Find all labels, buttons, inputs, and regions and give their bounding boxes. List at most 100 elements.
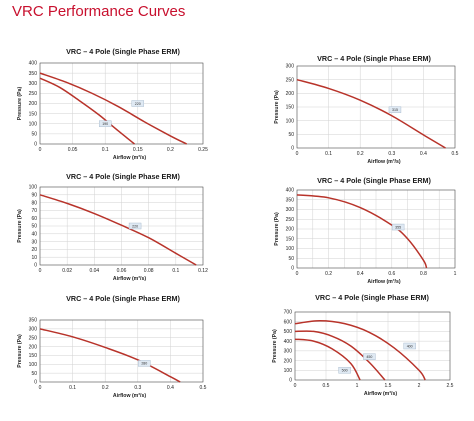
x-tick-label: 0.1 xyxy=(172,268,179,274)
x-axis-label: Airflow (m³/s) xyxy=(367,279,400,285)
y-tick-label: 80 xyxy=(31,200,37,206)
y-tick-label: 0 xyxy=(34,142,37,148)
y-tick-label: 50 xyxy=(31,224,37,230)
y-tick-label: 50 xyxy=(31,132,37,138)
x-tick-label: 0.1 xyxy=(102,147,109,153)
series-label-box xyxy=(363,353,376,360)
y-tick-label: 50 xyxy=(31,371,37,377)
series-line-400 xyxy=(294,319,426,381)
series-label-box xyxy=(98,120,112,127)
chart-panel-6: VRC – 4 Pole (Single Phase ERM) 0 100 200 30… xyxy=(272,293,454,397)
y-tick-label: 100 xyxy=(286,246,295,252)
x-tick-label: 0.5 xyxy=(452,151,459,157)
x-tick-label: 0.1 xyxy=(325,151,332,157)
y-tick-label: 10 xyxy=(31,255,37,261)
plot-frame xyxy=(296,65,456,149)
y-tick-label: 300 xyxy=(286,207,295,213)
chart-panel-3: VRC – 4 Pole (Single Phase ERM) 0 10 20 3040… xyxy=(17,172,208,282)
x-axis-label: Airflow (m³/s) xyxy=(113,276,146,282)
plot-frame xyxy=(39,186,204,266)
x-tick-label: 0.2 xyxy=(325,271,332,277)
x-tick-label: 2.5 xyxy=(447,383,454,389)
chart-panel-4: VRC – 4 Pole (Single Phase ERM) 0 50 100 150… xyxy=(274,176,457,285)
y-tick-label: 200 xyxy=(286,227,295,233)
series-label: 220 xyxy=(135,102,141,106)
y-tick-label: 20 xyxy=(31,247,37,253)
chart-title: VRC – 4 Pole (Single Phase ERM) xyxy=(315,293,429,302)
series-label-box xyxy=(138,360,151,367)
x-tick-label: 0.5 xyxy=(200,385,207,391)
chart-title: VRC – 4 Pole (Single Phase ERM) xyxy=(66,294,180,303)
series-line-355 xyxy=(296,194,428,269)
series-label: 355 xyxy=(395,225,401,229)
series-label-box xyxy=(128,222,142,230)
x-tick-label: 0.4 xyxy=(420,151,427,157)
y-tick-label: 300 xyxy=(29,81,38,87)
series-label-box xyxy=(338,367,351,374)
y-axis-label: Pressure (Pa) xyxy=(17,87,23,121)
y-tick-label: 0 xyxy=(289,378,292,384)
y-tick-label: 0 xyxy=(291,266,294,272)
chart-panel-2: VRC – 4 Pole (Single Phase ERM) 0 50 100 150… xyxy=(274,54,459,165)
x-tick-label: 0.4 xyxy=(357,271,364,277)
y-axis-label: Pressure (Pa) xyxy=(274,90,280,124)
series-line-450 xyxy=(294,330,386,381)
y-tick-label: 90 xyxy=(31,193,37,199)
x-tick-label: 2 xyxy=(418,383,421,389)
y-tick-label: 300 xyxy=(284,349,293,355)
series-line-220 xyxy=(39,72,188,145)
y-tick-label: 0 xyxy=(291,146,294,152)
chart-title: VRC – 4 Pole (Single Phase ERM) xyxy=(317,176,431,185)
y-tick-label: 250 xyxy=(29,91,38,97)
x-tick-label: 0.5 xyxy=(323,383,330,389)
x-tick-label: 1 xyxy=(356,383,359,389)
y-tick-label: 150 xyxy=(286,105,295,111)
x-tick-label: 0.15 xyxy=(133,147,143,153)
x-tick-label: 0.2 xyxy=(167,147,174,153)
y-tick-label: 70 xyxy=(31,208,37,214)
x-tick-label: 0 xyxy=(296,271,299,277)
y-tick-label: 40 xyxy=(31,232,37,238)
series-label-box xyxy=(388,106,402,113)
y-tick-label: 500 xyxy=(284,329,293,335)
y-tick-label: 100 xyxy=(29,362,38,368)
series-label-box xyxy=(403,342,416,350)
chart-panel-5: VRC – 4 Pole (Single Phase ERM) 0 50 100 150… xyxy=(17,294,207,399)
y-tick-label: 50 xyxy=(288,132,294,138)
y-tick-label: 350 xyxy=(29,318,38,324)
y-tick-label: 60 xyxy=(31,216,37,222)
y-axis-label: Pressure (Pa) xyxy=(274,212,280,246)
x-axis-label: Airflow (m³/s) xyxy=(364,391,397,397)
y-tick-label: 30 xyxy=(31,239,37,245)
y-tick-label: 100 xyxy=(284,368,293,374)
plot-frame xyxy=(294,311,451,381)
y-tick-label: 400 xyxy=(286,188,295,194)
x-tick-label: 0.3 xyxy=(134,385,141,391)
y-tick-label: 400 xyxy=(29,61,38,67)
y-axis-label: Pressure (Pa) xyxy=(17,209,23,243)
y-tick-label: 200 xyxy=(286,91,295,97)
x-tick-label: 0.08 xyxy=(144,268,154,274)
y-tick-label: 200 xyxy=(29,101,38,107)
y-tick-label: 200 xyxy=(29,344,38,350)
y-tick-label: 600 xyxy=(284,319,293,325)
series-label: 220 xyxy=(132,224,138,228)
y-tick-label: 350 xyxy=(29,71,38,77)
x-tick-label: 0 xyxy=(39,147,42,153)
series-label: 500 xyxy=(342,369,348,373)
series-label-box xyxy=(391,223,405,231)
y-tick-label: 300 xyxy=(29,327,38,333)
series-label: 450 xyxy=(366,355,372,359)
x-axis-label: Airflow (m³/s) xyxy=(113,393,146,399)
series-line-190 xyxy=(39,77,136,145)
y-tick-label: 100 xyxy=(29,185,38,191)
series-label-box xyxy=(131,100,145,107)
x-axis-label: Airflow (m³/s) xyxy=(113,155,146,161)
chart-panel-1: VRC – 4 Pole (Single Phase ERM) 0 50 100 150… xyxy=(17,47,208,161)
x-tick-label: 0.8 xyxy=(420,271,427,277)
y-tick-label: 350 xyxy=(286,197,295,203)
y-tick-label: 400 xyxy=(284,339,293,345)
y-tick-label: 300 xyxy=(286,64,295,70)
page-title: VRC Performance Curves xyxy=(12,3,186,20)
